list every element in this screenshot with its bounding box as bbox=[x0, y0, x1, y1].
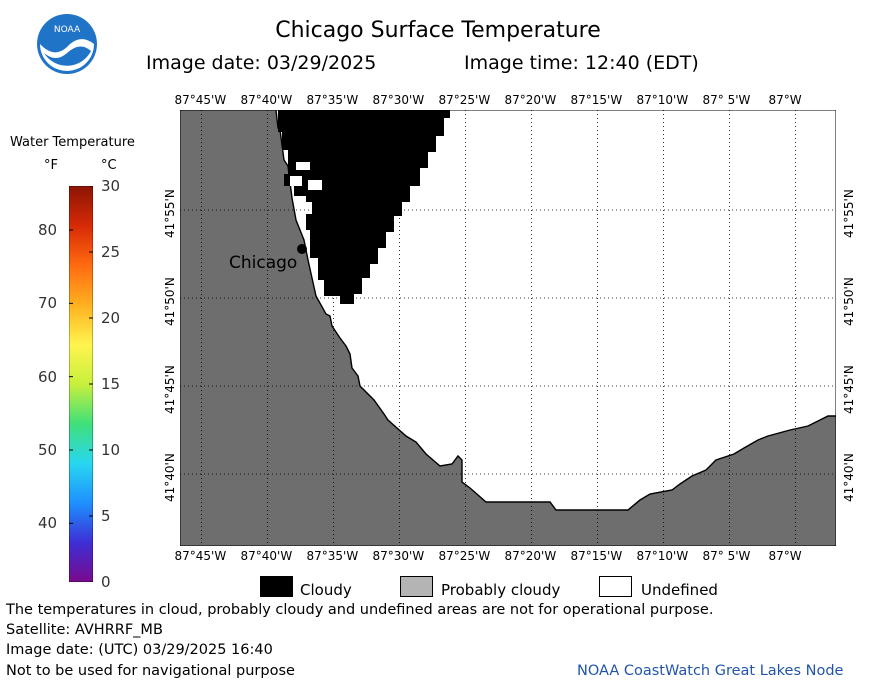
satellite-text: Satellite: AVHRRF_MB bbox=[6, 622, 163, 638]
latitude-label: 41°55'N bbox=[163, 189, 177, 238]
longitude-label: 87°W bbox=[768, 93, 802, 107]
utc-date-text: Image date: (UTC) 03/29/2025 16:40 bbox=[6, 642, 273, 658]
fahrenheit-tick-label: 40 bbox=[38, 514, 58, 533]
longitude-label: 87°25'W bbox=[438, 93, 491, 107]
unit-fahrenheit: °F bbox=[44, 158, 58, 173]
celsius-tick-label: 10 bbox=[101, 441, 121, 459]
latitude-label: 41°50'N bbox=[163, 277, 177, 326]
credit-text: NOAA CoastWatch Great Lakes Node bbox=[577, 663, 844, 679]
fahrenheit-tick-label: 70 bbox=[38, 294, 58, 313]
longitude-label: 87°20'W bbox=[504, 93, 557, 107]
legend-label-cloudy: Cloudy bbox=[300, 581, 352, 599]
chicago-marker bbox=[297, 244, 307, 254]
colorbar-title: Water Temperature bbox=[10, 135, 135, 150]
longitude-label: 87°25'W bbox=[438, 549, 491, 563]
disclaimer-text: The temperatures in cloud, probably clou… bbox=[6, 602, 714, 618]
fahrenheit-tick-label: 50 bbox=[38, 441, 58, 459]
legend-swatch-cloudy bbox=[260, 576, 293, 597]
celsius-tick-label: 25 bbox=[101, 243, 121, 261]
fahrenheit-tick-label: 60 bbox=[38, 367, 58, 386]
longitude-label: 87°W bbox=[768, 549, 802, 563]
legend-label-undefined: Undefined bbox=[641, 581, 718, 599]
image-time: Image time: 12:40 (EDT) bbox=[464, 52, 699, 74]
longitude-label: 87°45'W bbox=[174, 93, 227, 107]
celsius-tick-label: 20 bbox=[101, 309, 121, 327]
latitude-label: 41°45'N bbox=[842, 365, 856, 414]
longitude-label: 87°10'W bbox=[636, 549, 689, 563]
longitude-label: 87°20'W bbox=[504, 549, 557, 563]
celsius-tick-label: 5 bbox=[101, 507, 111, 525]
longitude-label: 87°35'W bbox=[306, 93, 359, 107]
longitude-label: 87°15'W bbox=[570, 549, 623, 563]
latitude-label: 41°40'N bbox=[163, 453, 177, 502]
unit-celsius: °C bbox=[101, 158, 117, 173]
longitude-label: 87°45'W bbox=[174, 549, 227, 563]
legend-label-probably-cloudy: Probably cloudy bbox=[441, 581, 561, 599]
colorbar bbox=[68, 185, 94, 583]
latitude-label: 41°55'N bbox=[842, 189, 856, 238]
logo-text: NOAA bbox=[54, 25, 81, 35]
city-label: Chicago bbox=[229, 253, 298, 273]
latitude-label: 41°45'N bbox=[163, 365, 177, 414]
longitude-label: 87°40'W bbox=[240, 549, 293, 563]
longitude-label: 87°10'W bbox=[636, 93, 689, 107]
longitude-label: 87° 5'W bbox=[702, 93, 751, 107]
sst-map bbox=[179, 109, 837, 547]
longitude-label: 87°15'W bbox=[570, 93, 623, 107]
longitude-label: 87°40'W bbox=[240, 93, 293, 107]
land-area bbox=[180, 110, 836, 546]
longitude-label: 87°30'W bbox=[372, 549, 425, 563]
map-grid bbox=[180, 110, 836, 546]
celsius-tick-label: 15 bbox=[101, 375, 121, 393]
legend-swatch-undefined bbox=[599, 576, 632, 597]
latitude-label: 41°40'N bbox=[842, 453, 856, 502]
legend-swatch-probably-cloudy bbox=[400, 576, 433, 597]
latitude-label: 41°50'N bbox=[842, 277, 856, 326]
celsius-tick-label: 30 bbox=[101, 177, 121, 195]
colorbar-ticks bbox=[69, 185, 93, 583]
image-date: Image date: 03/29/2025 bbox=[146, 52, 377, 74]
fahrenheit-tick-label: 80 bbox=[38, 221, 58, 239]
cloud-area bbox=[278, 110, 450, 304]
shoreline bbox=[275, 109, 836, 511]
longitude-label: 87°35'W bbox=[306, 549, 359, 563]
noaa-logo-icon: NOAA bbox=[36, 13, 98, 75]
longitude-label: 87° 5'W bbox=[702, 549, 751, 563]
page-title: Chicago Surface Temperature bbox=[275, 18, 601, 43]
longitude-label: 87°30'W bbox=[372, 93, 425, 107]
celsius-tick-label: 0 bbox=[101, 573, 111, 591]
navigation-warning: Not to be used for navigational purpose bbox=[6, 663, 295, 679]
